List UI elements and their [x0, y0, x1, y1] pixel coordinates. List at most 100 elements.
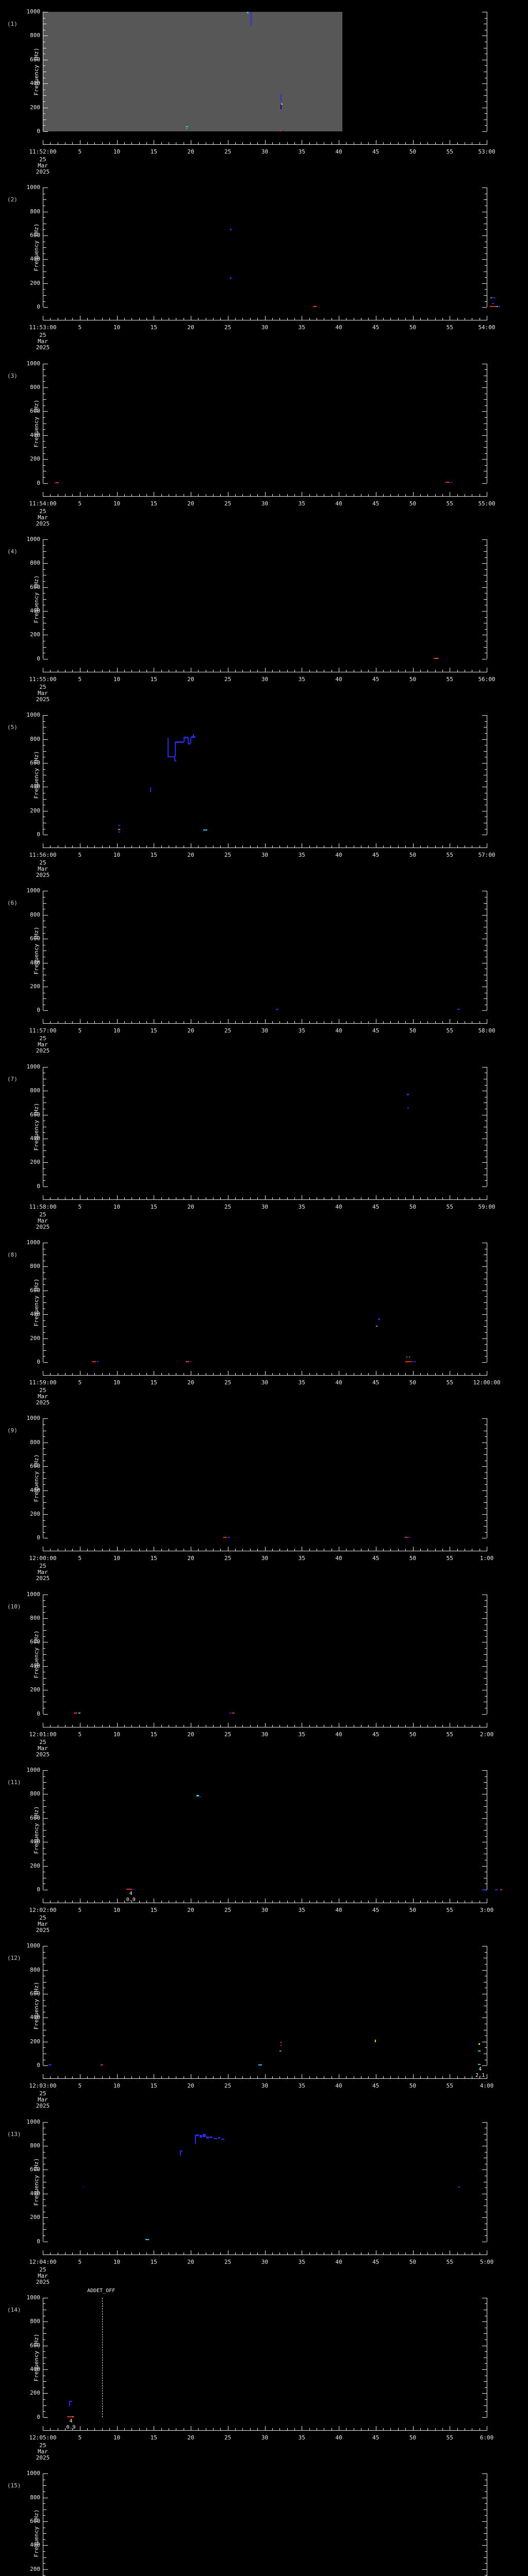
- x-tick-label: 5: [78, 148, 82, 155]
- y-tick: [43, 387, 48, 388]
- y-tick: [43, 2533, 46, 2534]
- x-tick: [442, 1549, 443, 1551]
- x-tick-label: 50: [409, 500, 417, 507]
- x-tick-label: 50: [409, 1379, 417, 1386]
- detection-mark: [96, 1361, 98, 1363]
- y-tick: [485, 1180, 487, 1181]
- x-tick: [368, 2428, 369, 2430]
- y-tick: [482, 611, 487, 612]
- y-tick-label: 1000: [26, 8, 41, 15]
- y-tick: [43, 253, 45, 254]
- date-line: 2025: [36, 2454, 50, 2461]
- y-tick-label: 800: [30, 1438, 40, 1446]
- x-tick: [109, 1021, 110, 1024]
- y-tick: [43, 1782, 46, 1783]
- y-tick: [482, 283, 487, 284]
- x-tick: [383, 1900, 384, 1903]
- y-tick-label: 800: [30, 560, 40, 567]
- y-tick: [43, 1648, 45, 1649]
- y-tick: [484, 2381, 487, 2382]
- y-tick: [485, 2399, 487, 2400]
- x-tick: [412, 1898, 414, 1903]
- x-tick-label: 40: [335, 324, 342, 331]
- y-tick: [43, 1496, 45, 1497]
- x-tick: [146, 1549, 147, 1551]
- y-tick: [43, 1502, 46, 1503]
- y-tick: [482, 762, 487, 764]
- panel-index-label: (4): [7, 548, 18, 555]
- x-tick: [272, 2076, 273, 2079]
- date-line: 2025: [36, 1047, 50, 1055]
- x-tick: [50, 1197, 51, 1199]
- x-start-time-label: 11:53:00: [29, 324, 57, 331]
- x-tick-label: 40: [335, 2434, 342, 2441]
- x-tick: [390, 2252, 391, 2255]
- detection-mark: [185, 126, 188, 127]
- x-tick: [427, 1021, 428, 1024]
- y-tick: [43, 2363, 45, 2364]
- x-tick: [117, 316, 118, 320]
- y-tick: [43, 399, 46, 400]
- x-tick: [139, 1549, 140, 1551]
- x-tick: [87, 1724, 88, 1727]
- y-tick: [43, 2411, 45, 2412]
- y-axis-title: Frequency (Hz): [32, 1806, 40, 1854]
- y-tick-label: 0: [37, 479, 40, 486]
- y-tick: [43, 131, 48, 132]
- x-tick: [265, 2250, 266, 2255]
- x-tick: [250, 142, 251, 144]
- y-tick-label: 600: [30, 2517, 40, 2524]
- y-tick-label: 400: [30, 1134, 40, 1142]
- y-tick: [43, 2229, 46, 2230]
- detection-mark: [68, 2405, 70, 2406]
- y-tick: [485, 265, 487, 266]
- x-tick-label: 30: [261, 2258, 269, 2265]
- y-tick-label: 600: [30, 2342, 40, 2349]
- detection-mark: [180, 2150, 182, 2156]
- x-tick-label: 35: [298, 2434, 305, 2441]
- y-tick-label: 200: [30, 2565, 40, 2572]
- x-tick: [235, 1724, 236, 1727]
- panel-index-label: (8): [7, 1251, 18, 1259]
- x-tick: [220, 1021, 221, 1024]
- y-tick: [43, 301, 45, 302]
- x-tick: [294, 2252, 295, 2255]
- y-tick: [43, 435, 48, 436]
- spectrogram-panel: (1) Frequency (Hz) 0 200 400 600 800 1000 5 10 15 2…: [0, 0, 528, 176]
- x-tick-label: 20: [187, 2434, 194, 2441]
- y-tick: [485, 1624, 487, 1625]
- y-tick: [485, 629, 487, 630]
- y-tick: [482, 131, 487, 132]
- y-tick: [43, 551, 46, 552]
- x-tick: [102, 1197, 103, 1199]
- y-tick: [43, 447, 46, 448]
- x-tick: [109, 669, 110, 672]
- detection-mark: [411, 1361, 413, 1363]
- x-end-time-label: 4:00: [480, 2082, 494, 2090]
- y-tick-label: 400: [30, 783, 40, 790]
- y-tick: [485, 2363, 487, 2364]
- y-tick-label: 1000: [26, 711, 41, 719]
- y-tick-label: 200: [30, 631, 40, 638]
- x-tick: [50, 1021, 51, 1024]
- y-tick-label: 800: [30, 383, 40, 391]
- y-tick: [43, 1818, 48, 1819]
- y-tick: [484, 1478, 487, 1479]
- y-tick: [43, 799, 46, 800]
- x-tick: [279, 2428, 280, 2430]
- y-tick: [43, 2369, 48, 2370]
- x-start-time-label: 11:55:00: [29, 675, 57, 683]
- y-tick: [485, 1532, 487, 1533]
- y-tick-label: 400: [30, 1838, 40, 1845]
- x-tick: [435, 845, 436, 848]
- y-tick: [43, 477, 45, 478]
- y-tick: [43, 1836, 45, 1837]
- x-end-time-label: 59:00: [478, 1203, 496, 1210]
- date-line: 25: [39, 1211, 46, 1218]
- x-tick: [383, 845, 384, 848]
- y-tick: [484, 1782, 487, 1783]
- x-tick: [420, 2428, 421, 2430]
- x-tick: [94, 2428, 95, 2430]
- y-tick: [485, 1332, 487, 1333]
- y-tick: [43, 903, 46, 904]
